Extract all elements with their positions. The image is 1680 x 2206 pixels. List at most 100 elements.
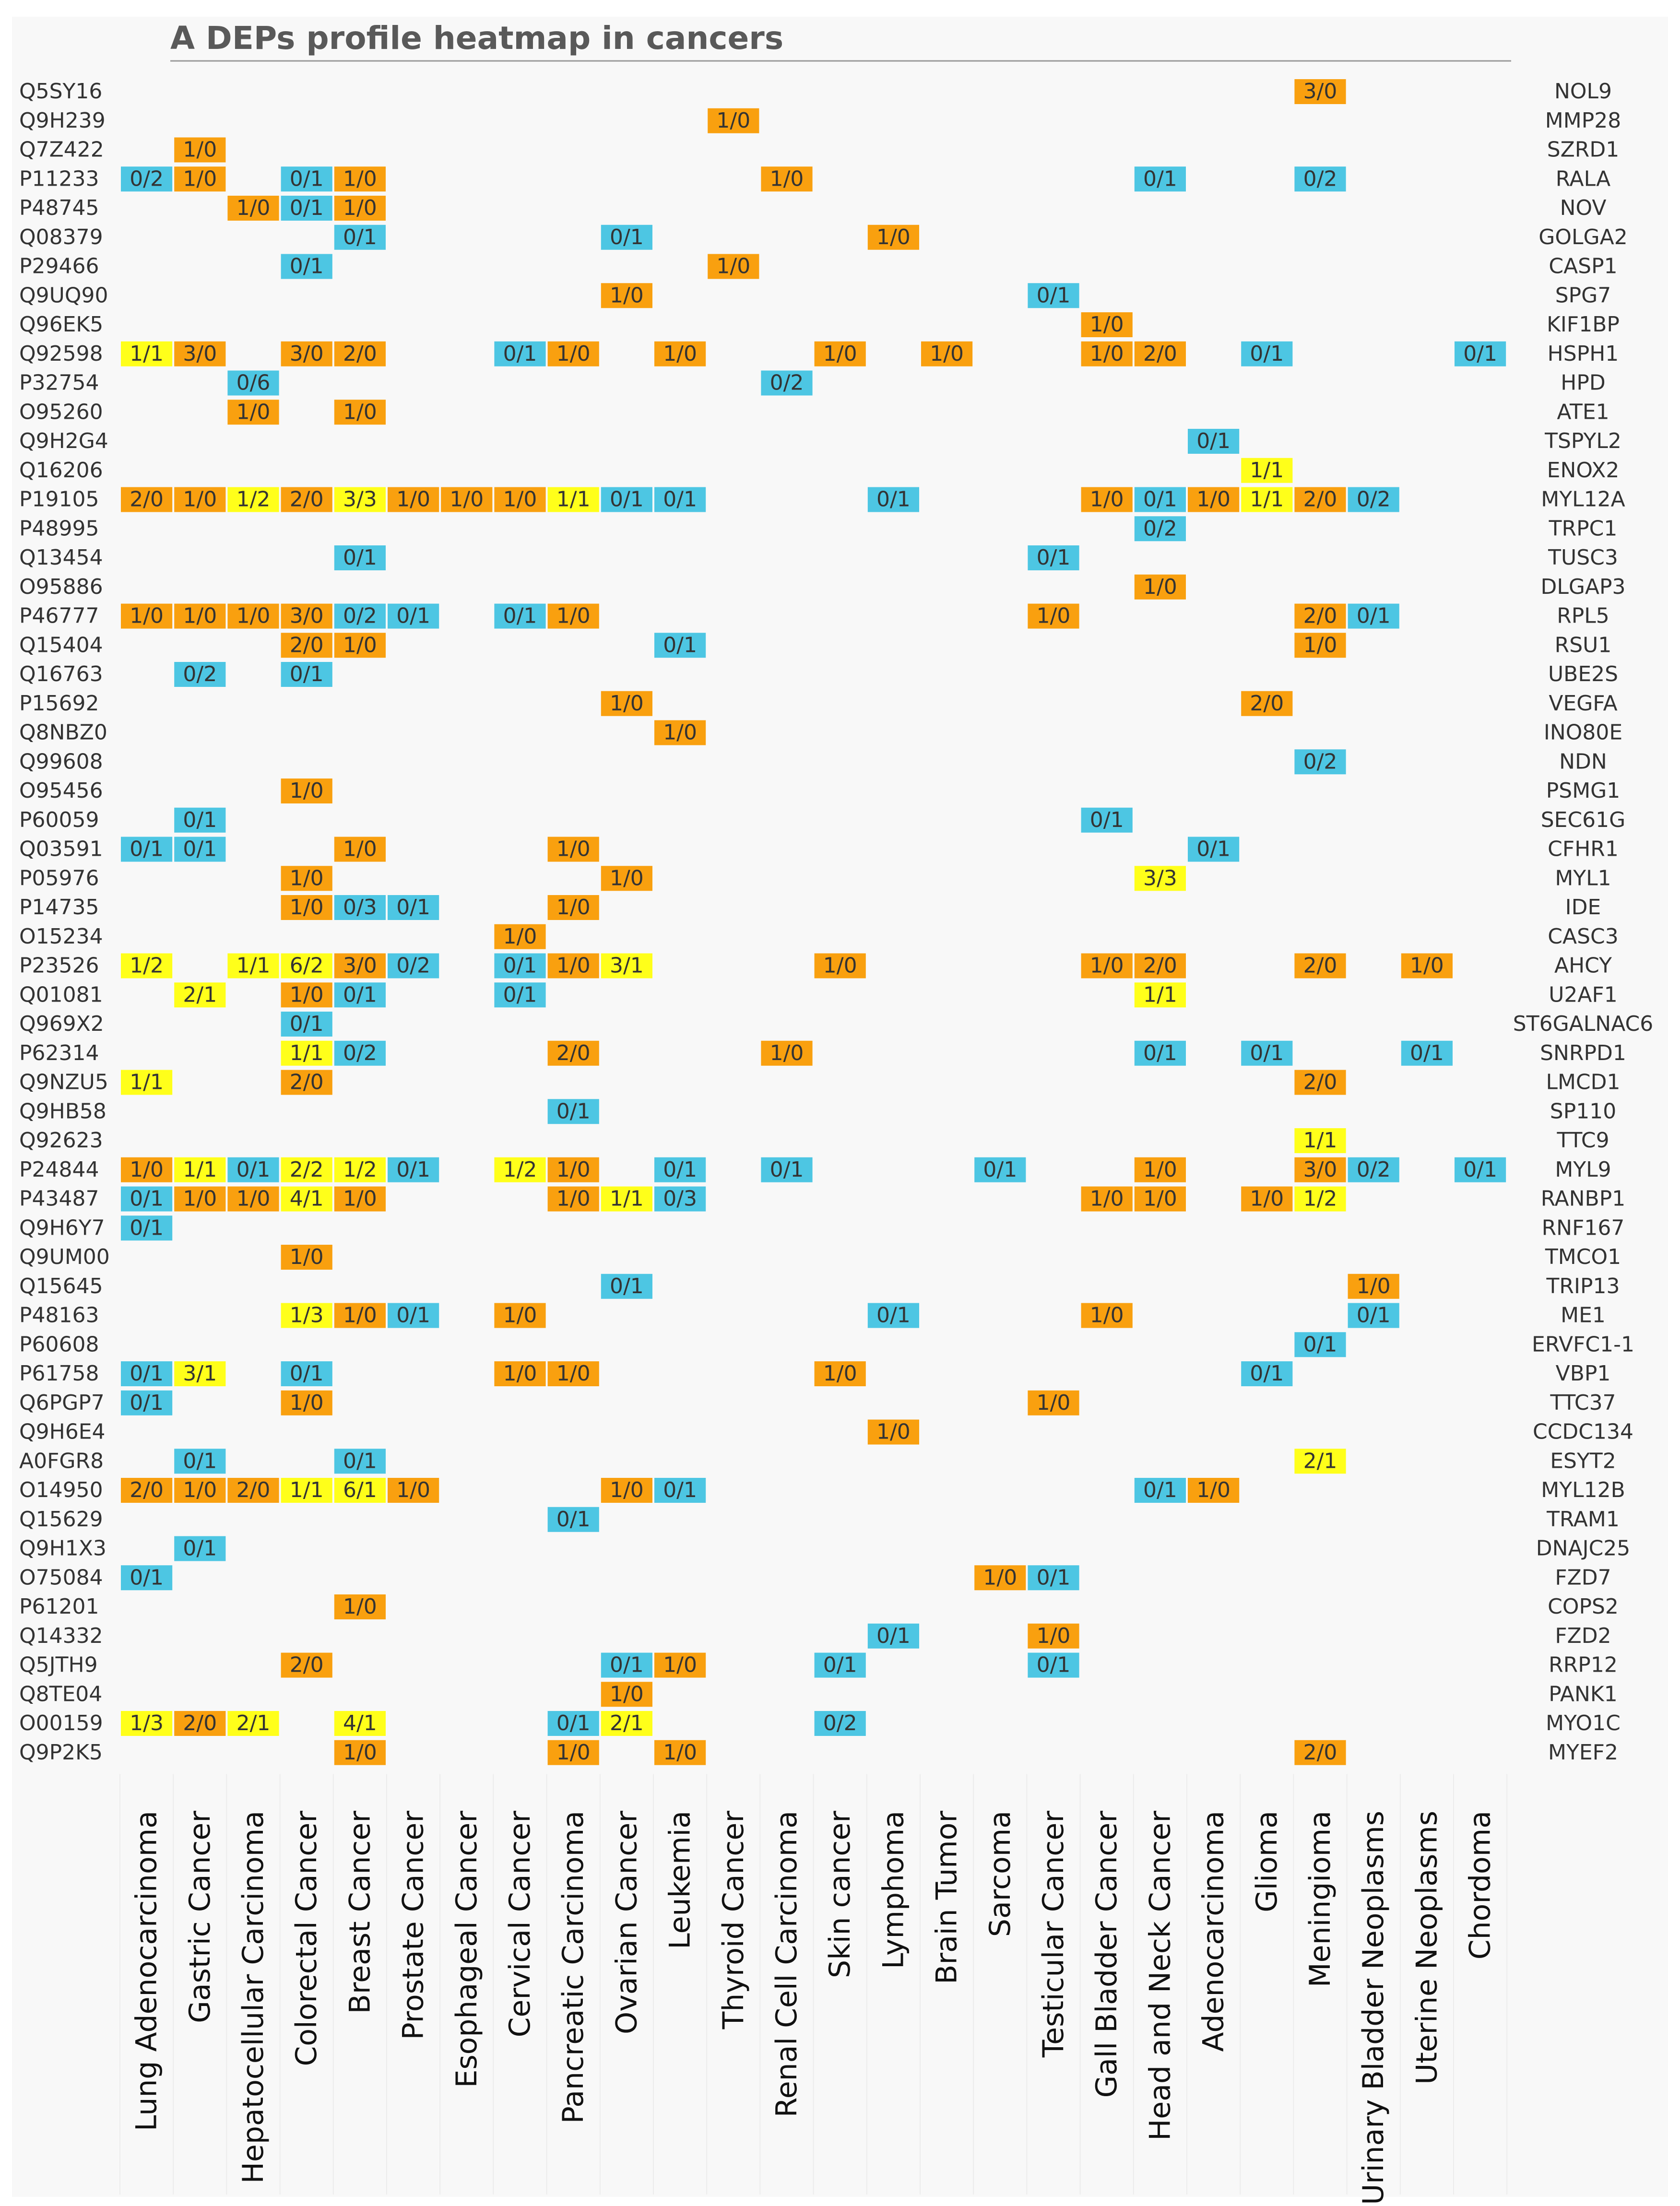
- heatmap-cell: [547, 1099, 599, 1124]
- heatmap-cell-label: 0/2: [183, 662, 217, 686]
- heatmap-cell: [601, 1652, 652, 1678]
- heatmap-cell: [601, 1186, 652, 1212]
- heatmap-cell-label: 1/0: [183, 1478, 217, 1502]
- heatmap-cell-label: 1/0: [130, 1157, 164, 1182]
- heatmap-cell-label: 1/0: [930, 342, 964, 366]
- column-label: Hepatocellular Carcinoma: [237, 1811, 270, 2183]
- heatmap-cell-label: 0/2: [130, 166, 164, 191]
- heatmap-cell: [814, 953, 866, 979]
- heatmap-cell-label: 1/0: [876, 1420, 911, 1444]
- heatmap-cell-label: 3/0: [1303, 79, 1337, 104]
- heatmap-cell: [547, 1040, 599, 1066]
- heatmap-cell: [121, 487, 173, 512]
- heatmap-cell: [1294, 1128, 1346, 1153]
- heatmap-cell: [1401, 953, 1453, 979]
- heatmap-cell: [121, 1711, 173, 1736]
- heatmap-cell-label: 0/1: [1143, 1041, 1177, 1065]
- heatmap-cell-label: 1/1: [1143, 982, 1177, 1007]
- heatmap-cell: [1455, 341, 1506, 366]
- row-label-protein: P15692: [19, 691, 99, 716]
- heatmap-cell-label: 0/1: [396, 1157, 430, 1182]
- heatmap-cell: [814, 341, 866, 366]
- heatmap-cell: [1081, 953, 1133, 979]
- heatmap-cell: [227, 370, 279, 396]
- heatmap-cell: [547, 1157, 599, 1182]
- column-label: Colorectal Cancer: [290, 1811, 323, 2066]
- heatmap-cell-label: 1/1: [1250, 458, 1284, 483]
- heatmap-cell-label: 2/0: [290, 487, 324, 512]
- column-label: Breast Cancer: [343, 1811, 377, 2014]
- row-label-gene: ENOX2: [1547, 458, 1620, 483]
- heatmap-cell: [334, 1303, 386, 1328]
- heatmap-cell: [281, 196, 332, 221]
- heatmap-cell: [1188, 429, 1240, 454]
- heatmap-cell: [281, 895, 332, 920]
- heatmap-cell: [281, 1012, 332, 1037]
- heatmap-cell-label: 1/0: [343, 837, 377, 861]
- row-label-gene: RANBP1: [1541, 1187, 1626, 1211]
- row-label-protein: Q99608: [19, 749, 103, 774]
- heatmap-cell-label: 0/1: [1410, 1041, 1444, 1065]
- heatmap-cell-label: 1/0: [1143, 1157, 1177, 1182]
- heatmap-cell: [281, 1652, 332, 1678]
- row-label-gene: TRAM1: [1546, 1507, 1620, 1532]
- heatmap-cell: [867, 1623, 919, 1649]
- column-label: Ovarian Cancer: [610, 1811, 643, 2034]
- heatmap-cell: [388, 1303, 439, 1328]
- heatmap-cell-label: 1/0: [716, 108, 750, 133]
- heatmap-cell: [121, 1565, 173, 1591]
- heatmap-cell-label: 3/0: [290, 604, 324, 628]
- row-label-gene: RPL5: [1557, 604, 1609, 628]
- heatmap-cell-label: 0/1: [343, 545, 377, 570]
- chart-title: A DEPs profile heatmap in cancers: [170, 20, 783, 57]
- heatmap-cell-label: 0/1: [130, 1391, 164, 1415]
- heatmap-cell-label: 1/0: [556, 1187, 591, 1211]
- heatmap-cell: [494, 603, 546, 629]
- heatmap-cell: [1294, 487, 1346, 512]
- heatmap-cell-label: 1/0: [823, 1361, 857, 1386]
- heatmap-cell-label: 0/1: [343, 1449, 377, 1473]
- heatmap-cell: [334, 1711, 386, 1736]
- heatmap-cell: [1081, 807, 1133, 833]
- row-label-gene: MYEF2: [1548, 1740, 1618, 1765]
- heatmap-cell-label: 1/1: [130, 342, 164, 366]
- row-label-protein: Q9H2G4: [19, 429, 108, 453]
- row-label-protein: Q16763: [19, 662, 103, 686]
- heatmap-cell-label: 1/0: [343, 633, 377, 657]
- heatmap-cell-label: 3/3: [1143, 866, 1177, 890]
- heatmap-cell-label: 0/1: [1357, 604, 1391, 628]
- heatmap-cell: [281, 1186, 332, 1212]
- heatmap-cell-label: 0/1: [290, 1012, 324, 1036]
- heatmap-cell-label: 2/0: [130, 1478, 164, 1502]
- row-label-protein: Q13454: [19, 545, 103, 570]
- heatmap-cell-label: 1/0: [343, 400, 377, 424]
- row-label-protein: O95456: [19, 779, 103, 803]
- heatmap-cell: [281, 487, 332, 512]
- row-label-protein: Q7Z422: [19, 138, 104, 162]
- heatmap-cell-label: 1/0: [130, 604, 164, 628]
- heatmap-cell-label: 2/0: [343, 342, 377, 366]
- heatmap-cell: [1188, 487, 1240, 512]
- heatmap-cell-label: 4/1: [343, 1711, 377, 1735]
- heatmap-cell: [654, 720, 706, 745]
- heatmap-cell: [1081, 487, 1133, 512]
- heatmap-cell: [547, 1186, 599, 1212]
- row-label-gene: MMP28: [1545, 108, 1621, 133]
- heatmap-cell-label: 1/1: [183, 1157, 217, 1182]
- heatmap-cell: [388, 487, 439, 512]
- heatmap-cell: [227, 196, 279, 221]
- heatmap-cell: [1241, 1361, 1293, 1386]
- heatmap-cell-label: 0/2: [823, 1711, 857, 1735]
- row-label-protein: Q15629: [19, 1507, 103, 1532]
- heatmap-cell: [281, 1245, 332, 1270]
- heatmap-cell-label: 1/0: [237, 604, 271, 628]
- heatmap-cell-label: 2/0: [1250, 691, 1284, 716]
- heatmap-cell-label: 0/1: [396, 604, 430, 628]
- heatmap-cell-label: 1/0: [343, 196, 377, 220]
- heatmap-cell: [174, 341, 226, 366]
- row-label-protein: Q5JTH9: [19, 1653, 98, 1677]
- row-label-protein: O15234: [19, 924, 103, 949]
- heatmap-cell-label: 1/0: [183, 1187, 217, 1211]
- row-label-protein: Q9H6E4: [19, 1420, 106, 1444]
- row-label-gene: NOV: [1560, 196, 1607, 220]
